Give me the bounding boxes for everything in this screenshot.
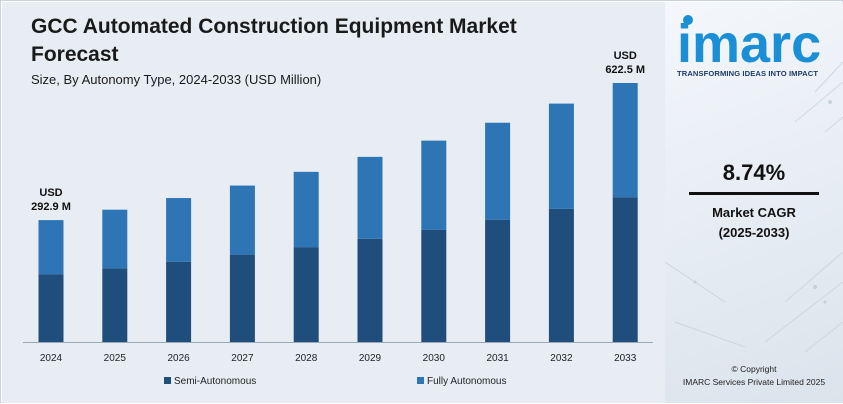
legend-swatch-0	[164, 377, 171, 384]
x-tick-label: 2025	[104, 353, 127, 364]
bar-semi-autonomous-2031	[485, 219, 511, 342]
x-tick-label: 2029	[359, 353, 382, 364]
brand-tagline: TRANSFORMING IDEAS INTO IMPACT	[677, 69, 819, 78]
bar-semi-autonomous-2029	[357, 238, 383, 342]
bar-fully-autonomous-2027	[229, 185, 255, 255]
logo-wordmark: imarc	[677, 14, 821, 72]
bar-fully-autonomous-2033	[612, 83, 638, 198]
bar-semi-autonomous-2032	[548, 208, 574, 342]
cagr-label: Market CAGR	[712, 205, 796, 220]
bar-semi-autonomous-2026	[166, 261, 192, 342]
x-tick-label: 2031	[486, 353, 509, 364]
data-label-unit: USD	[39, 187, 62, 199]
x-tick-label: 2030	[423, 353, 446, 364]
bar-fully-autonomous-2026	[166, 198, 192, 262]
x-tick-label: 2026	[167, 353, 190, 364]
bar-semi-autonomous-2030	[421, 229, 447, 342]
bar-fully-autonomous-2024	[38, 220, 64, 275]
bar-semi-autonomous-2025	[102, 268, 128, 342]
company-text: IMARC Services Private Limited 2025	[682, 377, 826, 387]
bar-semi-autonomous-2027	[229, 254, 255, 342]
legend-label: Semi-Autonomous	[174, 376, 256, 387]
bar-semi-autonomous-2033	[612, 197, 638, 342]
cagr-value: 8.74%	[722, 160, 786, 185]
x-tick-label: 2033	[614, 353, 637, 364]
bar-fully-autonomous-2032	[548, 103, 574, 209]
logo-dot-icon	[683, 15, 693, 25]
data-label-value: 292.9 M	[31, 201, 71, 213]
bar-fully-autonomous-2031	[485, 122, 511, 220]
bar-fully-autonomous-2028	[293, 171, 319, 248]
legend-swatch-1	[417, 377, 424, 384]
x-tick-label: 2024	[40, 353, 63, 364]
data-label-value: 622.5 M	[605, 64, 645, 76]
bar-fully-autonomous-2025	[102, 209, 128, 269]
chart-subtitle: Size, By Autonomy Type, 2024-2033 (USD M…	[31, 72, 322, 87]
x-tick-label: 2027	[231, 353, 254, 364]
bar-fully-autonomous-2030	[421, 140, 447, 230]
legend-label: Fully Autonomous	[427, 376, 507, 387]
brand-panel: imarc TRANSFORMING IDEAS INTO IMPACT 8.7…	[665, 2, 843, 403]
bar-semi-autonomous-2024	[38, 274, 64, 342]
copyright-text: © Copyright	[731, 364, 777, 374]
bar-semi-autonomous-2028	[293, 247, 319, 342]
cagr-period: (2025-2033)	[718, 225, 790, 240]
x-tick-label: 2032	[550, 353, 573, 364]
chart-title: GCC Automated Construction Equipment Mar…	[31, 15, 517, 66]
imarc-logo: imarc	[677, 14, 821, 72]
bar-chart: 2024 2025 2026 2027 2028 2029 2030 2031 2032 2033…	[23, 50, 653, 387]
x-tick-label: 2028	[295, 353, 318, 364]
background-pattern	[665, 61, 843, 353]
cagr-divider	[689, 192, 819, 195]
data-label-unit: USD	[614, 50, 637, 62]
bar-fully-autonomous-2029	[357, 156, 383, 239]
